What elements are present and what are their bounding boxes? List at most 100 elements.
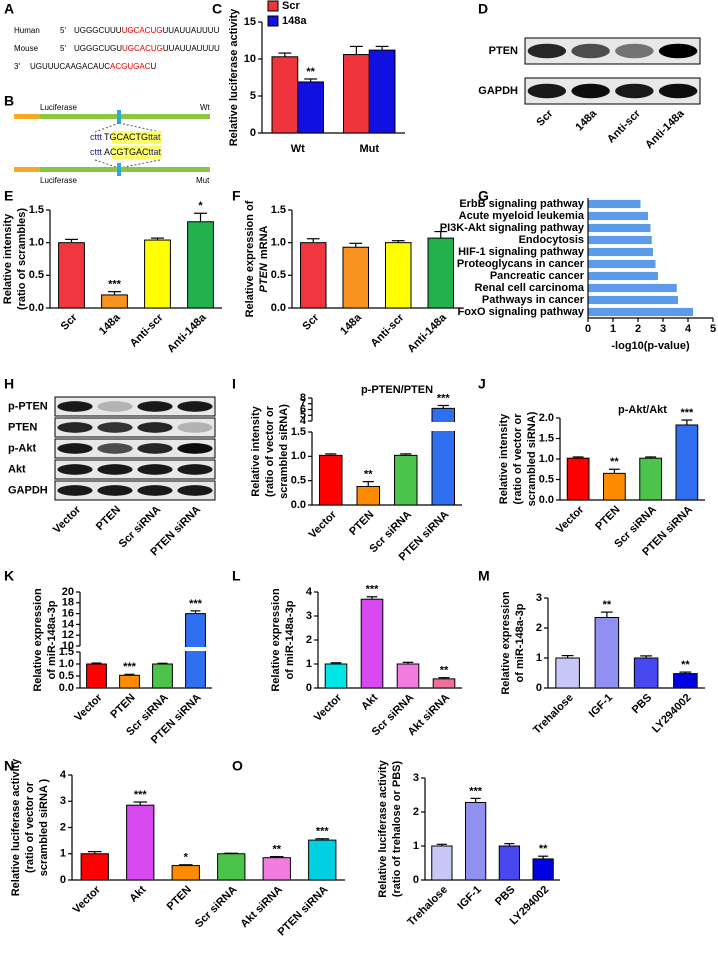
error-bar: [157, 662, 168, 664]
blot-row-label: p-Akt: [8, 442, 36, 454]
bar: [588, 211, 648, 221]
bar: [394, 454, 418, 506]
bar: [144, 239, 171, 309]
y-tick-label: 3: [306, 610, 312, 622]
y-tick-label: 3: [413, 772, 419, 784]
y-axis-label: scrambled siRNA): [278, 404, 290, 499]
error-bar: [269, 856, 284, 858]
y-axis-label: (ratio of vector or: [24, 781, 36, 873]
x-tick-label: Vector: [72, 691, 105, 724]
y-tick-label: 12: [62, 629, 74, 641]
y-tick-label: 0.5: [59, 670, 74, 682]
bar: [588, 235, 652, 245]
x-tick-label: 0: [585, 323, 591, 335]
error-bar: [608, 468, 620, 474]
x-tick-label: IGF-1: [455, 884, 483, 912]
utr: [40, 167, 210, 172]
y-axis-label: Relative intensity: [2, 213, 14, 304]
error-bar: [91, 662, 102, 664]
error-bar: [436, 843, 447, 846]
significance: *: [184, 852, 189, 864]
blot-band: [177, 422, 213, 433]
error-bar: [178, 864, 193, 866]
y-tick-label: 1.5: [59, 646, 74, 658]
error-bar: [400, 453, 412, 456]
y-tick-label: 0.5: [291, 475, 306, 487]
sequence: UGGGCUUUUGCACUGUUAUUAUUUU: [74, 26, 220, 35]
y-tick-label: 3: [536, 592, 542, 604]
error-bar: [108, 291, 121, 295]
significance: **: [364, 469, 373, 481]
x-tick-label: Anti-scr: [369, 311, 407, 349]
y-tick-label: 4: [300, 415, 307, 427]
x-tick-label: PBS: [630, 692, 654, 716]
error-bar: [640, 655, 653, 658]
y-tick-label: 2: [60, 821, 66, 833]
x-tick-label: 3: [660, 323, 666, 335]
error-bar: [304, 78, 318, 82]
flank: ttat: [149, 147, 162, 157]
y-tick-label: 4: [60, 769, 67, 781]
blot-row-label: PTEN: [489, 45, 518, 57]
bar: [297, 81, 324, 134]
error-bar: [65, 238, 78, 243]
axis-break: [77, 647, 212, 651]
bar: [431, 845, 453, 881]
x-tick-label: 148a: [97, 311, 123, 337]
bar: [101, 294, 128, 309]
label-suffix: mRNA: [258, 225, 270, 259]
y-tick-label: 5: [300, 409, 306, 421]
axis-break: [309, 422, 462, 431]
y-axis-label: (ratio of scrambles): [16, 208, 28, 310]
x-tick-label: PTEN: [108, 692, 137, 721]
error-bar: [325, 453, 337, 456]
error-bar: [645, 456, 657, 459]
x-tick-label: Anti-148a: [165, 311, 209, 355]
x-tick-label: 4: [685, 323, 692, 335]
error-bar: [278, 52, 292, 57]
x-tick-label: Vector: [554, 503, 587, 536]
y-tick-label: 8: [300, 392, 306, 404]
bar: [588, 295, 678, 305]
bar: [633, 657, 659, 689]
blot-band: [615, 43, 654, 59]
promoter: [14, 114, 40, 119]
y-tick-label: 0.5: [29, 269, 44, 281]
bar: [555, 657, 580, 689]
y-tick-label: 1: [536, 652, 542, 664]
blot-band: [527, 43, 567, 59]
blot-strip: [54, 417, 216, 438]
error-bar: [572, 456, 584, 459]
bar: [588, 259, 656, 269]
seq-part: U: [150, 62, 156, 71]
y-tick-label: Endocytosis: [519, 234, 584, 246]
bar: [152, 663, 173, 689]
bar: [360, 598, 384, 689]
callout: [118, 122, 161, 133]
error-bar: [366, 596, 378, 600]
y-axis-label: (ratio of vector or: [512, 413, 524, 505]
y-tick-label: 0: [536, 682, 542, 694]
blot-band: [97, 401, 133, 412]
significance: ***: [123, 661, 137, 673]
y-axis-label: Relative intensity: [498, 413, 510, 504]
site-box: [112, 131, 162, 144]
y-tick-label: 1.5: [271, 204, 286, 216]
bar: [356, 486, 380, 506]
bar: [675, 424, 699, 501]
y-tick-label: 0: [250, 127, 256, 139]
significance: **: [681, 659, 690, 671]
y-tick-label: 20: [62, 586, 74, 598]
significance: **: [603, 599, 612, 611]
error-bar: [679, 671, 692, 674]
x-tick-label: PTEN: [593, 504, 622, 533]
bar: [532, 858, 554, 881]
bar: [639, 457, 662, 501]
y-axis-label: Relative expression: [500, 591, 512, 695]
y-tick-label: 0: [306, 682, 312, 694]
bar: [432, 678, 456, 689]
blot-band: [97, 443, 133, 454]
blot-band: [658, 43, 698, 59]
blot-band: [137, 443, 173, 454]
y-axis-label: of miR-148a-3p: [46, 600, 58, 679]
